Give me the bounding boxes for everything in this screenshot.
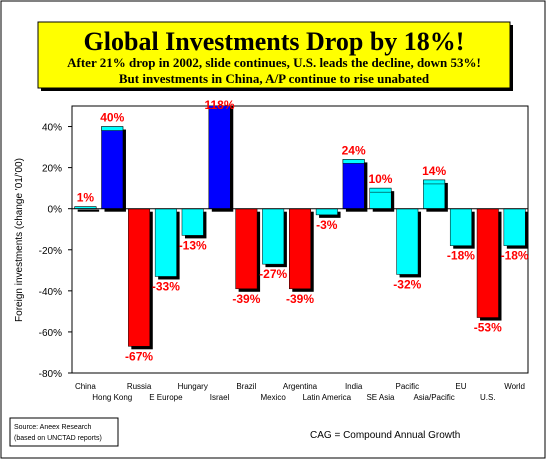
- bar: [101, 126, 124, 209]
- bar: [449, 208, 472, 246]
- bar: [396, 208, 419, 275]
- source: (based on UNCTAD reports): [14, 435, 102, 442]
- bar: [154, 208, 177, 277]
- subtitle: But investments in China, A/P continue t…: [119, 71, 430, 86]
- value-label: -13%: [179, 238, 207, 252]
- bar: [423, 179, 446, 209]
- bar: [342, 159, 365, 209]
- value-label: 24%: [342, 143, 366, 157]
- x-tick-label: Brazil: [236, 382, 256, 391]
- x-tick-label: Pacific: [396, 382, 420, 391]
- x-tick-label: Russia: [127, 382, 152, 391]
- x-tick-label: India: [345, 382, 363, 391]
- title-box: [37, 21, 511, 89]
- x-tick-label: Mexico: [261, 393, 287, 402]
- bars: [74, 106, 528, 350]
- subtitle: After 21% drop in 2002, slide continues,…: [67, 55, 481, 70]
- value-label: -32%: [393, 277, 421, 291]
- y-axis-label: Foreign investments (change '01/'00): [14, 158, 25, 322]
- y-tick-label: 40%: [42, 123, 62, 134]
- x-tick-label: E Europe: [149, 393, 183, 402]
- value-label: -18%: [447, 249, 475, 263]
- x-tick-label: Latin America: [303, 393, 352, 402]
- x-tick-label: SE Asia: [366, 393, 395, 402]
- value-label: -3%: [316, 218, 338, 232]
- x-tick-label: Israel: [210, 393, 230, 402]
- value-label: -27%: [259, 267, 287, 281]
- value-label: -53%: [474, 321, 502, 335]
- bar: [262, 208, 285, 265]
- y-tick-label: -40%: [39, 287, 62, 298]
- value-label: 118%: [205, 98, 235, 112]
- y-tick-label: -20%: [39, 246, 62, 257]
- value-label: -33%: [152, 279, 180, 293]
- value-label: 40%: [100, 111, 124, 125]
- x-tick-label: U.S.: [480, 393, 496, 402]
- bar-rim: [423, 179, 446, 185]
- x-tick-label: China: [75, 382, 96, 391]
- bar-rim: [369, 187, 392, 193]
- x-tick-label: Hong Kong: [92, 393, 132, 402]
- y-tick-label: -60%: [39, 328, 62, 339]
- value-label: 14%: [422, 164, 446, 178]
- value-label: 10%: [368, 172, 392, 186]
- chart-title: Global Investments Drop by 18%!: [84, 27, 465, 56]
- y-tick-label: 20%: [42, 164, 62, 175]
- bar: [289, 208, 311, 290]
- y-tick-label: 0%: [48, 205, 63, 216]
- bar: [476, 208, 499, 318]
- x-tick-label: Argentina: [283, 382, 318, 391]
- y-tick-label: -80%: [39, 369, 62, 380]
- bar-shadow: [77, 209, 100, 212]
- x-tick-label: World: [504, 382, 525, 391]
- source: Source: Aneex Research: [14, 424, 92, 431]
- note: CAG = Compound Annual Growth: [310, 430, 460, 441]
- bar: [235, 208, 258, 290]
- value-label: -18%: [501, 249, 529, 263]
- bar: [181, 208, 204, 236]
- bar: [315, 208, 338, 216]
- value-label: -67%: [125, 349, 153, 363]
- x-tick-label: EU: [455, 382, 466, 391]
- x-tick-label: Asia/Pacific: [413, 393, 454, 402]
- x-tick-label: Hungary: [178, 382, 208, 391]
- bar: [503, 208, 526, 246]
- bar-rim: [101, 126, 124, 131]
- bar: [128, 208, 151, 347]
- bar-rim: [342, 159, 365, 164]
- value-label: 1%: [77, 191, 95, 205]
- source-box: [9, 417, 119, 447]
- value-label: -39%: [232, 292, 260, 306]
- value-label: -39%: [286, 292, 314, 306]
